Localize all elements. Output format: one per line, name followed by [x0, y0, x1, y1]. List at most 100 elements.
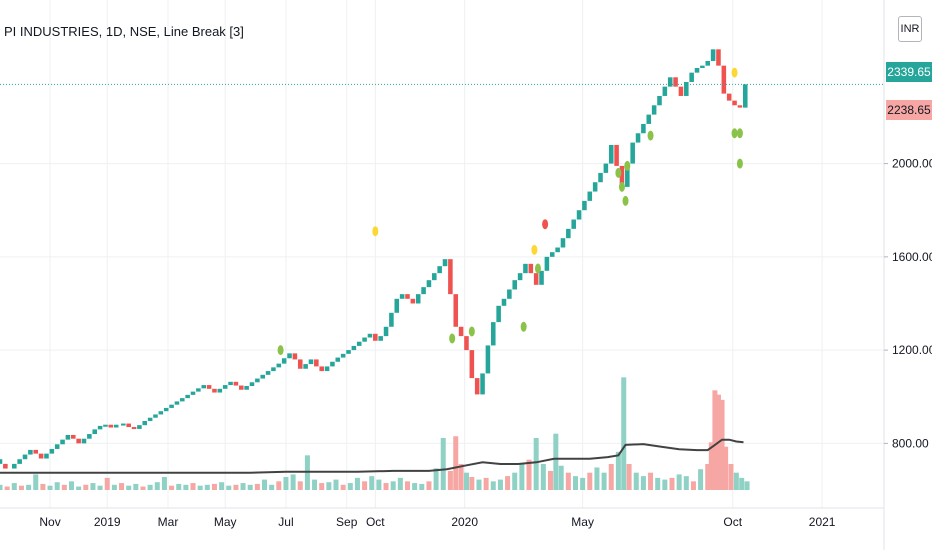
x-tick-label: Sep	[336, 515, 358, 529]
volume-bar	[369, 476, 375, 490]
brick-up	[635, 133, 641, 143]
volume-bar	[640, 476, 646, 490]
volume-bar	[426, 481, 432, 490]
brick-up	[260, 374, 266, 379]
volume-bar	[76, 486, 82, 490]
brick-up	[662, 86, 668, 96]
signal-dot	[531, 244, 538, 255]
brick-down	[212, 388, 217, 393]
volume-bar	[233, 484, 239, 490]
brick-up	[517, 273, 523, 281]
brick-up	[630, 142, 635, 164]
y-tick-label: 800.00	[892, 436, 929, 450]
brick-up	[576, 210, 582, 220]
brick-up	[651, 105, 657, 115]
volume-bar	[683, 476, 689, 490]
volume-bar	[587, 472, 593, 490]
volume-bar	[705, 464, 711, 490]
brick-up	[603, 163, 609, 173]
volume-bar	[276, 481, 282, 490]
brick-up	[340, 353, 346, 358]
volume-bar	[183, 484, 189, 490]
signal-dot	[520, 321, 527, 332]
volume-bar	[648, 472, 654, 490]
volume-bar	[690, 481, 696, 490]
brick-down	[474, 378, 480, 395]
volume-bar	[169, 485, 175, 490]
volume-bar	[111, 484, 117, 490]
brick-down	[528, 263, 534, 274]
brick-up	[362, 337, 367, 342]
signal-dot	[736, 158, 743, 169]
volume-bar	[580, 477, 586, 490]
volume-bar	[0, 484, 3, 490]
brick-up	[17, 459, 22, 464]
brick-up	[137, 425, 142, 429]
volume-bar	[383, 483, 389, 490]
volume-bar	[572, 476, 578, 490]
volume-bar	[676, 474, 682, 490]
prev-price-tag: 2238.65	[886, 100, 932, 120]
brick-up	[539, 270, 544, 285]
brick-down	[373, 333, 378, 341]
currency-button[interactable]: INR	[898, 16, 922, 42]
volume-bar	[26, 484, 32, 490]
brick-up	[512, 280, 518, 290]
volume-bar	[601, 472, 607, 490]
brick-up	[265, 371, 271, 375]
volume-bar	[326, 482, 332, 490]
volume-bar	[404, 481, 410, 490]
brick-up	[44, 453, 49, 459]
volume-bar	[728, 464, 734, 490]
brick-up	[287, 353, 292, 359]
brick-up	[113, 424, 119, 428]
volume-bar	[219, 482, 225, 490]
brick-up	[255, 378, 260, 383]
volume-bar	[4, 486, 10, 490]
volume-bar	[347, 483, 353, 490]
x-tick-label: May	[214, 515, 237, 529]
volume-bar	[708, 442, 714, 490]
volume-bar	[447, 470, 453, 490]
brick-down	[678, 86, 684, 96]
volume-bar	[512, 472, 518, 490]
brick-down	[614, 144, 619, 166]
volume-bar	[262, 479, 268, 490]
volume-bar	[247, 484, 253, 490]
brick-up	[560, 238, 566, 248]
volume-bar	[621, 377, 627, 490]
brick-down	[453, 294, 459, 327]
signal-dot	[647, 130, 654, 141]
volume-bar	[719, 399, 725, 490]
brick-down	[533, 273, 539, 285]
signal-dots	[277, 67, 743, 356]
brick-up	[694, 67, 700, 73]
brick-up	[49, 448, 55, 454]
volume-bar	[333, 479, 339, 490]
brick-down	[297, 359, 303, 369]
volume-bar	[190, 483, 196, 490]
volume-bar	[240, 483, 246, 490]
brick-up	[437, 266, 442, 274]
brick-up	[153, 414, 158, 418]
volume-bar	[204, 484, 210, 490]
brick-up	[667, 77, 673, 87]
brick-up	[22, 454, 28, 460]
brick-up	[356, 341, 362, 346]
brick-down	[292, 353, 298, 360]
y-tick-label: 1600.00	[892, 250, 932, 264]
brick-up	[92, 429, 98, 435]
volume-bar	[633, 472, 639, 490]
brick-up	[625, 163, 630, 187]
brick-up	[421, 287, 426, 295]
brick-up	[426, 280, 432, 288]
volume-bar	[362, 481, 368, 490]
volume-bar	[140, 486, 146, 490]
brick-up	[705, 60, 711, 66]
volume-bar	[354, 477, 360, 490]
volume-bar	[712, 390, 718, 490]
x-tick-label: 2019	[94, 515, 121, 529]
signal-dot	[624, 160, 631, 171]
volume-bar	[254, 483, 260, 490]
